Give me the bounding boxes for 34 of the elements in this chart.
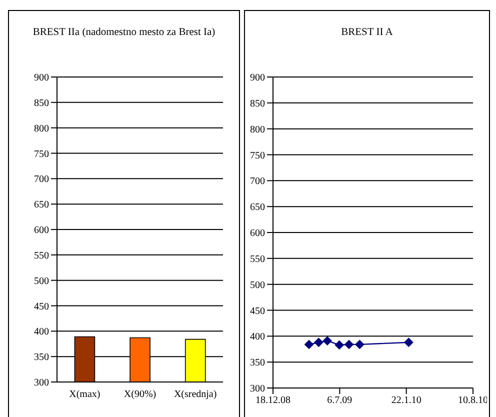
x-tick-label: X(srednja) xyxy=(174,389,217,400)
y-tick-label: 500 xyxy=(34,276,49,287)
y-tick-label: 700 xyxy=(34,174,49,186)
y-tick-label: 400 xyxy=(34,326,49,338)
y-tick-label: 600 xyxy=(250,228,265,240)
y-tick-label: 800 xyxy=(250,124,265,136)
y-tick-label: 450 xyxy=(250,306,265,317)
x-tick-label: X(max) xyxy=(69,389,100,400)
y-tick-label: 550 xyxy=(250,254,265,265)
y-tick-label: 650 xyxy=(34,200,49,211)
y-tick-label: 600 xyxy=(34,225,49,236)
chart-title: BREST II A xyxy=(340,27,394,40)
y-tick-label: 300 xyxy=(34,378,49,389)
y-tick-label: 750 xyxy=(34,148,49,160)
y-tick-label: 850 xyxy=(250,98,265,110)
y-tick-label: 400 xyxy=(250,332,265,343)
chart-title: BREST IIa (nadomestno mesto za Brest Ia) xyxy=(32,27,216,40)
y-tick-label: 700 xyxy=(250,176,265,188)
y-tick-label: 500 xyxy=(250,280,265,291)
y-tick-label: 650 xyxy=(250,202,265,214)
x-tick-label: 22.1.10 xyxy=(391,395,422,406)
y-tick-label: 800 xyxy=(34,123,49,134)
y-tick-label: 900 xyxy=(34,72,49,84)
y-tick-label: 300 xyxy=(250,384,265,395)
y-tick-label: 550 xyxy=(34,250,49,262)
y-tick-label: 850 xyxy=(34,98,49,109)
y-tick-label: 900 xyxy=(250,72,265,84)
y-tick-label: 350 xyxy=(250,358,265,369)
y-tick-label: 750 xyxy=(250,150,265,162)
x-tick-label: 18.12.08 xyxy=(256,395,290,406)
x-tick-label: X(90%) xyxy=(124,389,156,400)
y-tick-label: 450 xyxy=(34,301,49,312)
y-tick-label: 350 xyxy=(34,352,49,364)
x-tick-label: 6.7.09 xyxy=(327,395,352,406)
